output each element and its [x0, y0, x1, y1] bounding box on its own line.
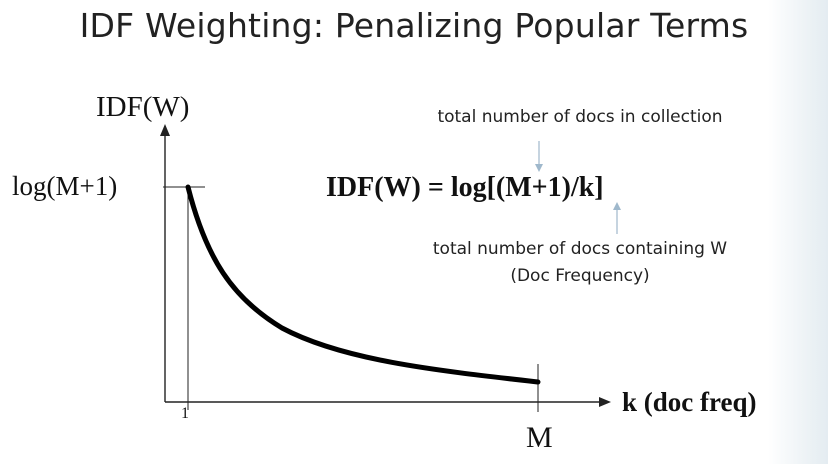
- idf-curve: [185, 184, 541, 385]
- annotation-doc-frequency: total number of docs containing W (Doc F…: [380, 236, 780, 290]
- x-axis-arrowhead: [599, 397, 611, 407]
- y-max-tick-label: log(M+1): [12, 171, 118, 201]
- y-axis-label: IDF(W): [96, 91, 190, 123]
- idf-formula: IDF(W) = log[(M+1)/k]: [326, 172, 604, 203]
- slide-background-decoration: [768, 0, 828, 464]
- annotation-doc-frequency-line2: (Doc Frequency): [510, 266, 650, 286]
- annotation-doc-frequency-line1: total number of docs containing W: [432, 239, 728, 259]
- y-axis-arrowhead: [160, 124, 170, 136]
- arrow-up-head: [613, 202, 621, 210]
- slide-title: IDF Weighting: Penalizing Popular Terms: [79, 6, 749, 45]
- arrow-down-head: [535, 164, 543, 172]
- x-axis-label: k (doc freq): [622, 387, 757, 417]
- annotation-collection-size: total number of docs in collection: [437, 107, 723, 127]
- x-tick-label-m: M: [526, 421, 553, 454]
- x-tick-label-1: 1: [181, 405, 189, 422]
